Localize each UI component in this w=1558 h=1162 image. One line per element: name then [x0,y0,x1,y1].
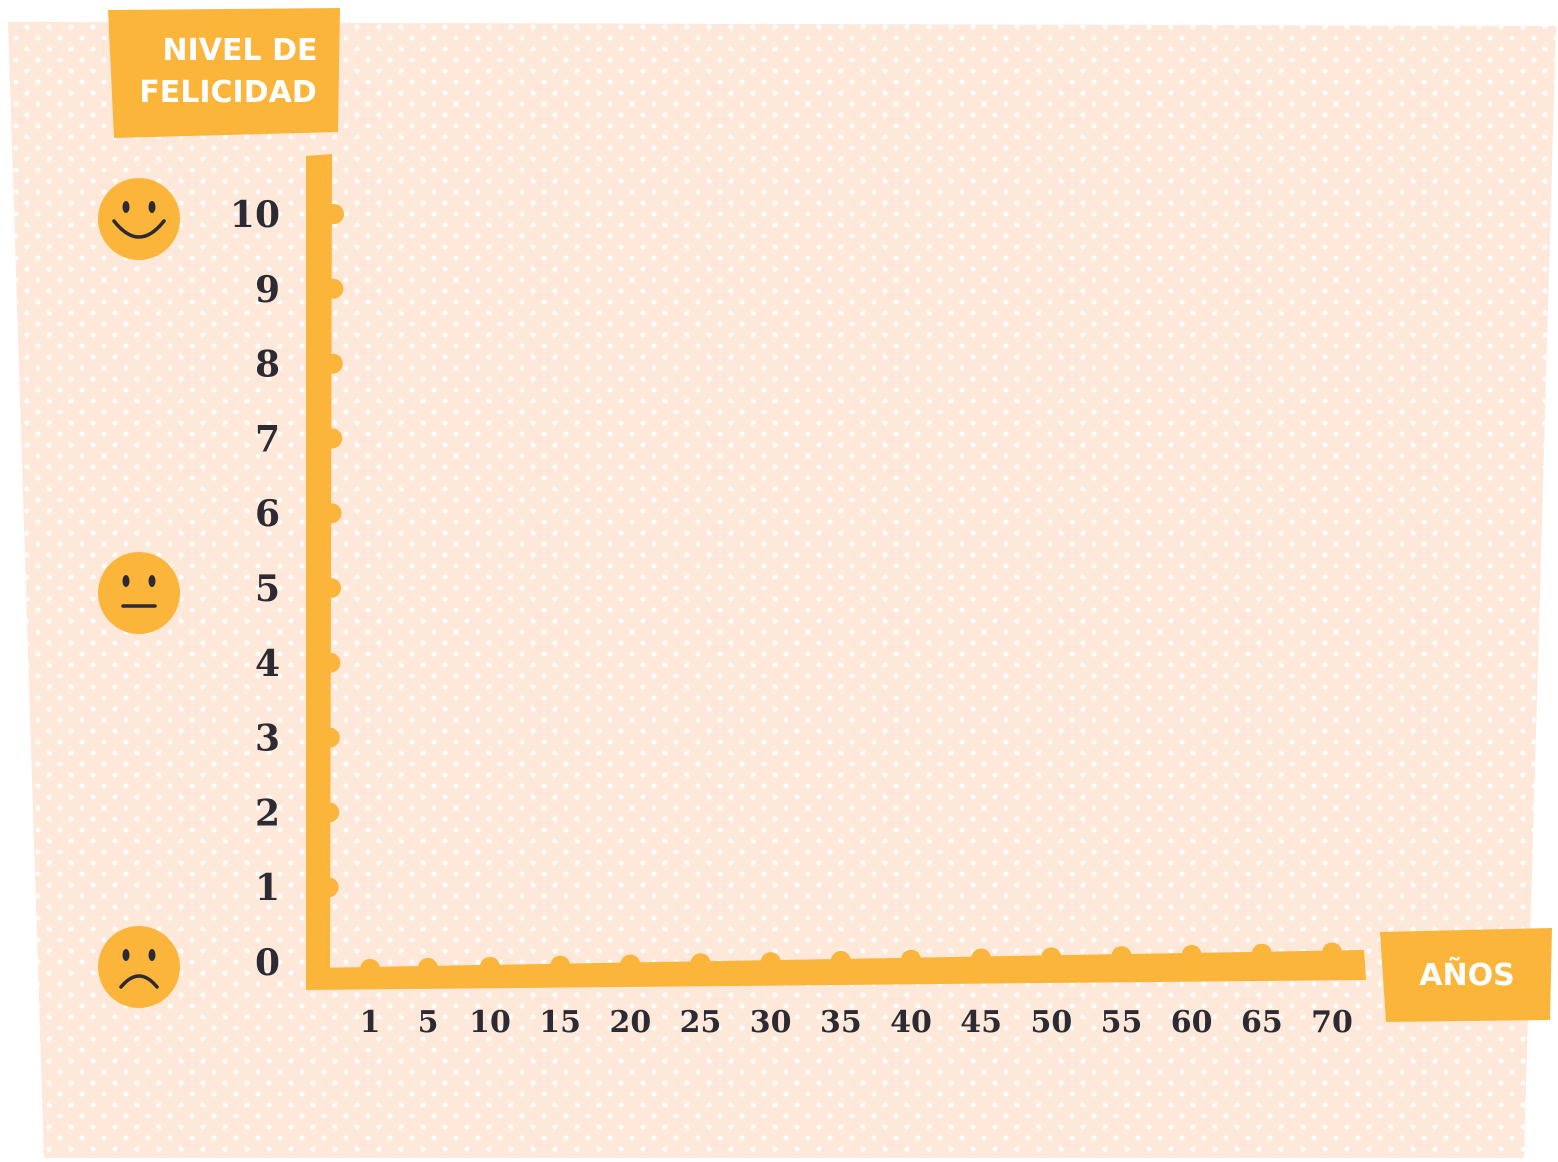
x-tick-mark [360,958,380,979]
x-tick-mark [418,957,438,978]
x-tick-label: 15 [539,1005,581,1040]
y-tick-label: 3 [255,718,280,760]
x-tick-label: 60 [1171,1005,1213,1040]
y-tick-label: 6 [255,493,280,535]
x-tick-label: 30 [750,1005,792,1040]
x-tick-label: 50 [1030,1005,1072,1040]
x-axis-ticks: 1 5 10 15 20 25 30 35 40 45 50 55 60 65 70 [360,942,1353,1040]
x-tick-label: 25 [680,1005,722,1040]
y-axis-title-line-2: FELICIDAD [139,75,316,110]
y-tick-label: 8 [255,344,280,386]
y-tick-mark [321,578,341,598]
y-tick-label: 2 [255,792,280,834]
happy-face-icon [98,178,180,260]
x-tick-mark [1322,942,1342,963]
y-axis-ticks: 0 1 2 3 4 5 6 7 8 9 10 [230,194,344,984]
x-axis-title: AÑOS [1380,928,1552,1022]
x-tick-mark [830,950,851,971]
x-tick-label: 55 [1101,1005,1143,1040]
y-tick-mark [320,652,341,673]
x-tick-label: 45 [960,1005,1002,1040]
y-axis-title-tag [108,8,340,138]
y-tick-label: 0 [255,942,280,984]
x-tick-label: 20 [609,1005,651,1040]
y-tick-label: 9 [255,269,280,311]
x-tick-mark [1041,947,1062,968]
face-icons [98,178,180,1008]
y-tick-label: 5 [255,568,280,610]
x-axis-title-text: AÑOS [1419,956,1514,993]
y-axis-line [306,154,332,990]
x-axis-title-tag [1380,928,1552,1022]
y-tick-mark [323,278,344,299]
y-tick-mark [319,727,340,748]
x-tick-label: 40 [890,1005,932,1040]
x-tick-mark [550,955,571,976]
x-tick-mark [1181,944,1202,965]
x-tick-label: 65 [1241,1005,1283,1040]
x-tick-label: 1 [360,1005,381,1040]
x-axis-line [306,950,1366,990]
x-tick-label: 70 [1311,1005,1353,1040]
y-tick-label: 7 [255,418,280,460]
sad-face-icon [98,926,180,1008]
x-tick-mark [760,952,781,973]
y-tick-label: 10 [230,194,280,236]
neutral-face-icon [98,552,180,634]
x-tick-mark [901,949,921,970]
y-tick-mark [322,428,343,449]
y-tick-label: 4 [255,643,280,685]
x-tick-label: 5 [418,1005,439,1040]
y-tick-label: 1 [255,867,280,909]
y-axis-title: NIVEL DE FELICIDAD [108,8,340,138]
dot-pattern-overlay [8,22,1556,1158]
x-tick-label: 10 [469,1005,511,1040]
y-tick-mark [318,877,339,898]
y-tick-mark [324,204,344,224]
y-axis-title-line-1: NIVEL DE [163,33,318,68]
x-tick-mark [620,954,641,975]
y-tick-mark [321,503,342,524]
x-tick-mark [971,948,992,969]
x-tick-label: 35 [820,1005,862,1040]
x-tick-mark [1251,943,1272,964]
x-tick-mark [1111,946,1132,967]
y-tick-mark [319,802,340,823]
y-tick-mark [322,353,343,374]
x-tick-mark [690,953,711,974]
x-tick-mark [480,956,500,977]
